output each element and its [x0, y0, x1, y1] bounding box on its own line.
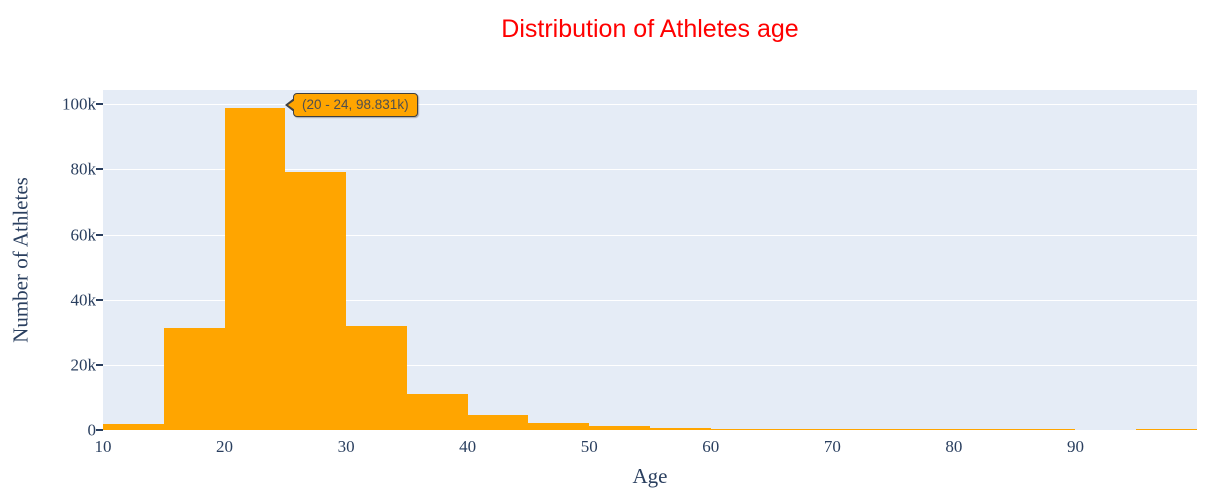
chart-title: Distribution of Athletes age: [501, 15, 799, 43]
y-tick-mark: [96, 233, 103, 236]
y-tick-mark: [96, 103, 103, 106]
x-tick-label-90: 90: [1066, 437, 1084, 456]
x-tick-label-40: 40: [459, 437, 477, 456]
histogram-bar-30-34[interactable]: [346, 326, 407, 430]
histogram-bar-20-24[interactable]: [224, 108, 286, 430]
histogram-bar-65-69[interactable]: [771, 428, 833, 430]
x-tick-label-10: 10: [94, 437, 112, 456]
tooltip-text: (20 - 24, 98.831k): [302, 97, 409, 112]
plot-area[interactable]: [103, 90, 1197, 430]
gridline-y-100000: [103, 104, 1197, 106]
y-tick-mark: [96, 429, 103, 431]
hover-tooltip: (20 - 24, 98.831k): [285, 93, 418, 117]
y-tick-label-100k: 100k: [62, 94, 96, 114]
x-axis-title: Age: [632, 464, 668, 488]
histogram-bar-45-49[interactable]: [528, 422, 590, 430]
histogram-bar-35-39[interactable]: [406, 394, 468, 430]
histogram-bar-55-59[interactable]: [650, 427, 711, 430]
histogram-bar-40-44[interactable]: [467, 415, 529, 430]
histogram-bar-25-29[interactable]: [285, 171, 347, 430]
y-tick-mark: [96, 168, 103, 171]
y-tick-label-60k: 60k: [70, 225, 97, 245]
x-tick-label-20: 20: [216, 437, 234, 456]
x-tick-label-30: 30: [337, 437, 355, 456]
histogram-bar-50-54[interactable]: [589, 426, 650, 430]
x-tick-label-80: 80: [945, 437, 963, 456]
y-tick-label-20k: 20k: [70, 355, 97, 375]
histogram-bar-85-89[interactable]: [1014, 428, 1076, 430]
tooltip-caret-icon: [288, 100, 295, 110]
y-tick-label-80k: 80k: [70, 159, 97, 179]
y-tick-mark: [96, 298, 103, 301]
y-axis-title: Number of Athletes: [8, 177, 33, 343]
histogram-bar-60-64[interactable]: [710, 428, 772, 430]
gridline-y-60000: [103, 234, 1197, 236]
histogram-bar-80-84[interactable]: [953, 428, 1015, 430]
gridline-y-20000: [103, 364, 1197, 366]
x-tick-label-70: 70: [823, 437, 841, 456]
histogram-bar-15-19[interactable]: [163, 328, 225, 430]
y-tick-label-40k: 40k: [70, 290, 97, 310]
y-tick-mark: [96, 363, 103, 366]
histogram-bar-70-74[interactable]: [832, 428, 894, 430]
x-tick-label-60: 60: [702, 437, 720, 456]
gridline-y-80000: [103, 169, 1197, 171]
histogram-bar-75-79[interactable]: [893, 428, 954, 430]
x-tick-label-50: 50: [580, 437, 598, 456]
y-tick-label-0: 0: [87, 420, 97, 440]
gridline-y-40000: [103, 299, 1197, 301]
histogram-bar-95-99[interactable]: [1136, 428, 1197, 430]
histogram-bar-10-14[interactable]: [103, 424, 164, 430]
